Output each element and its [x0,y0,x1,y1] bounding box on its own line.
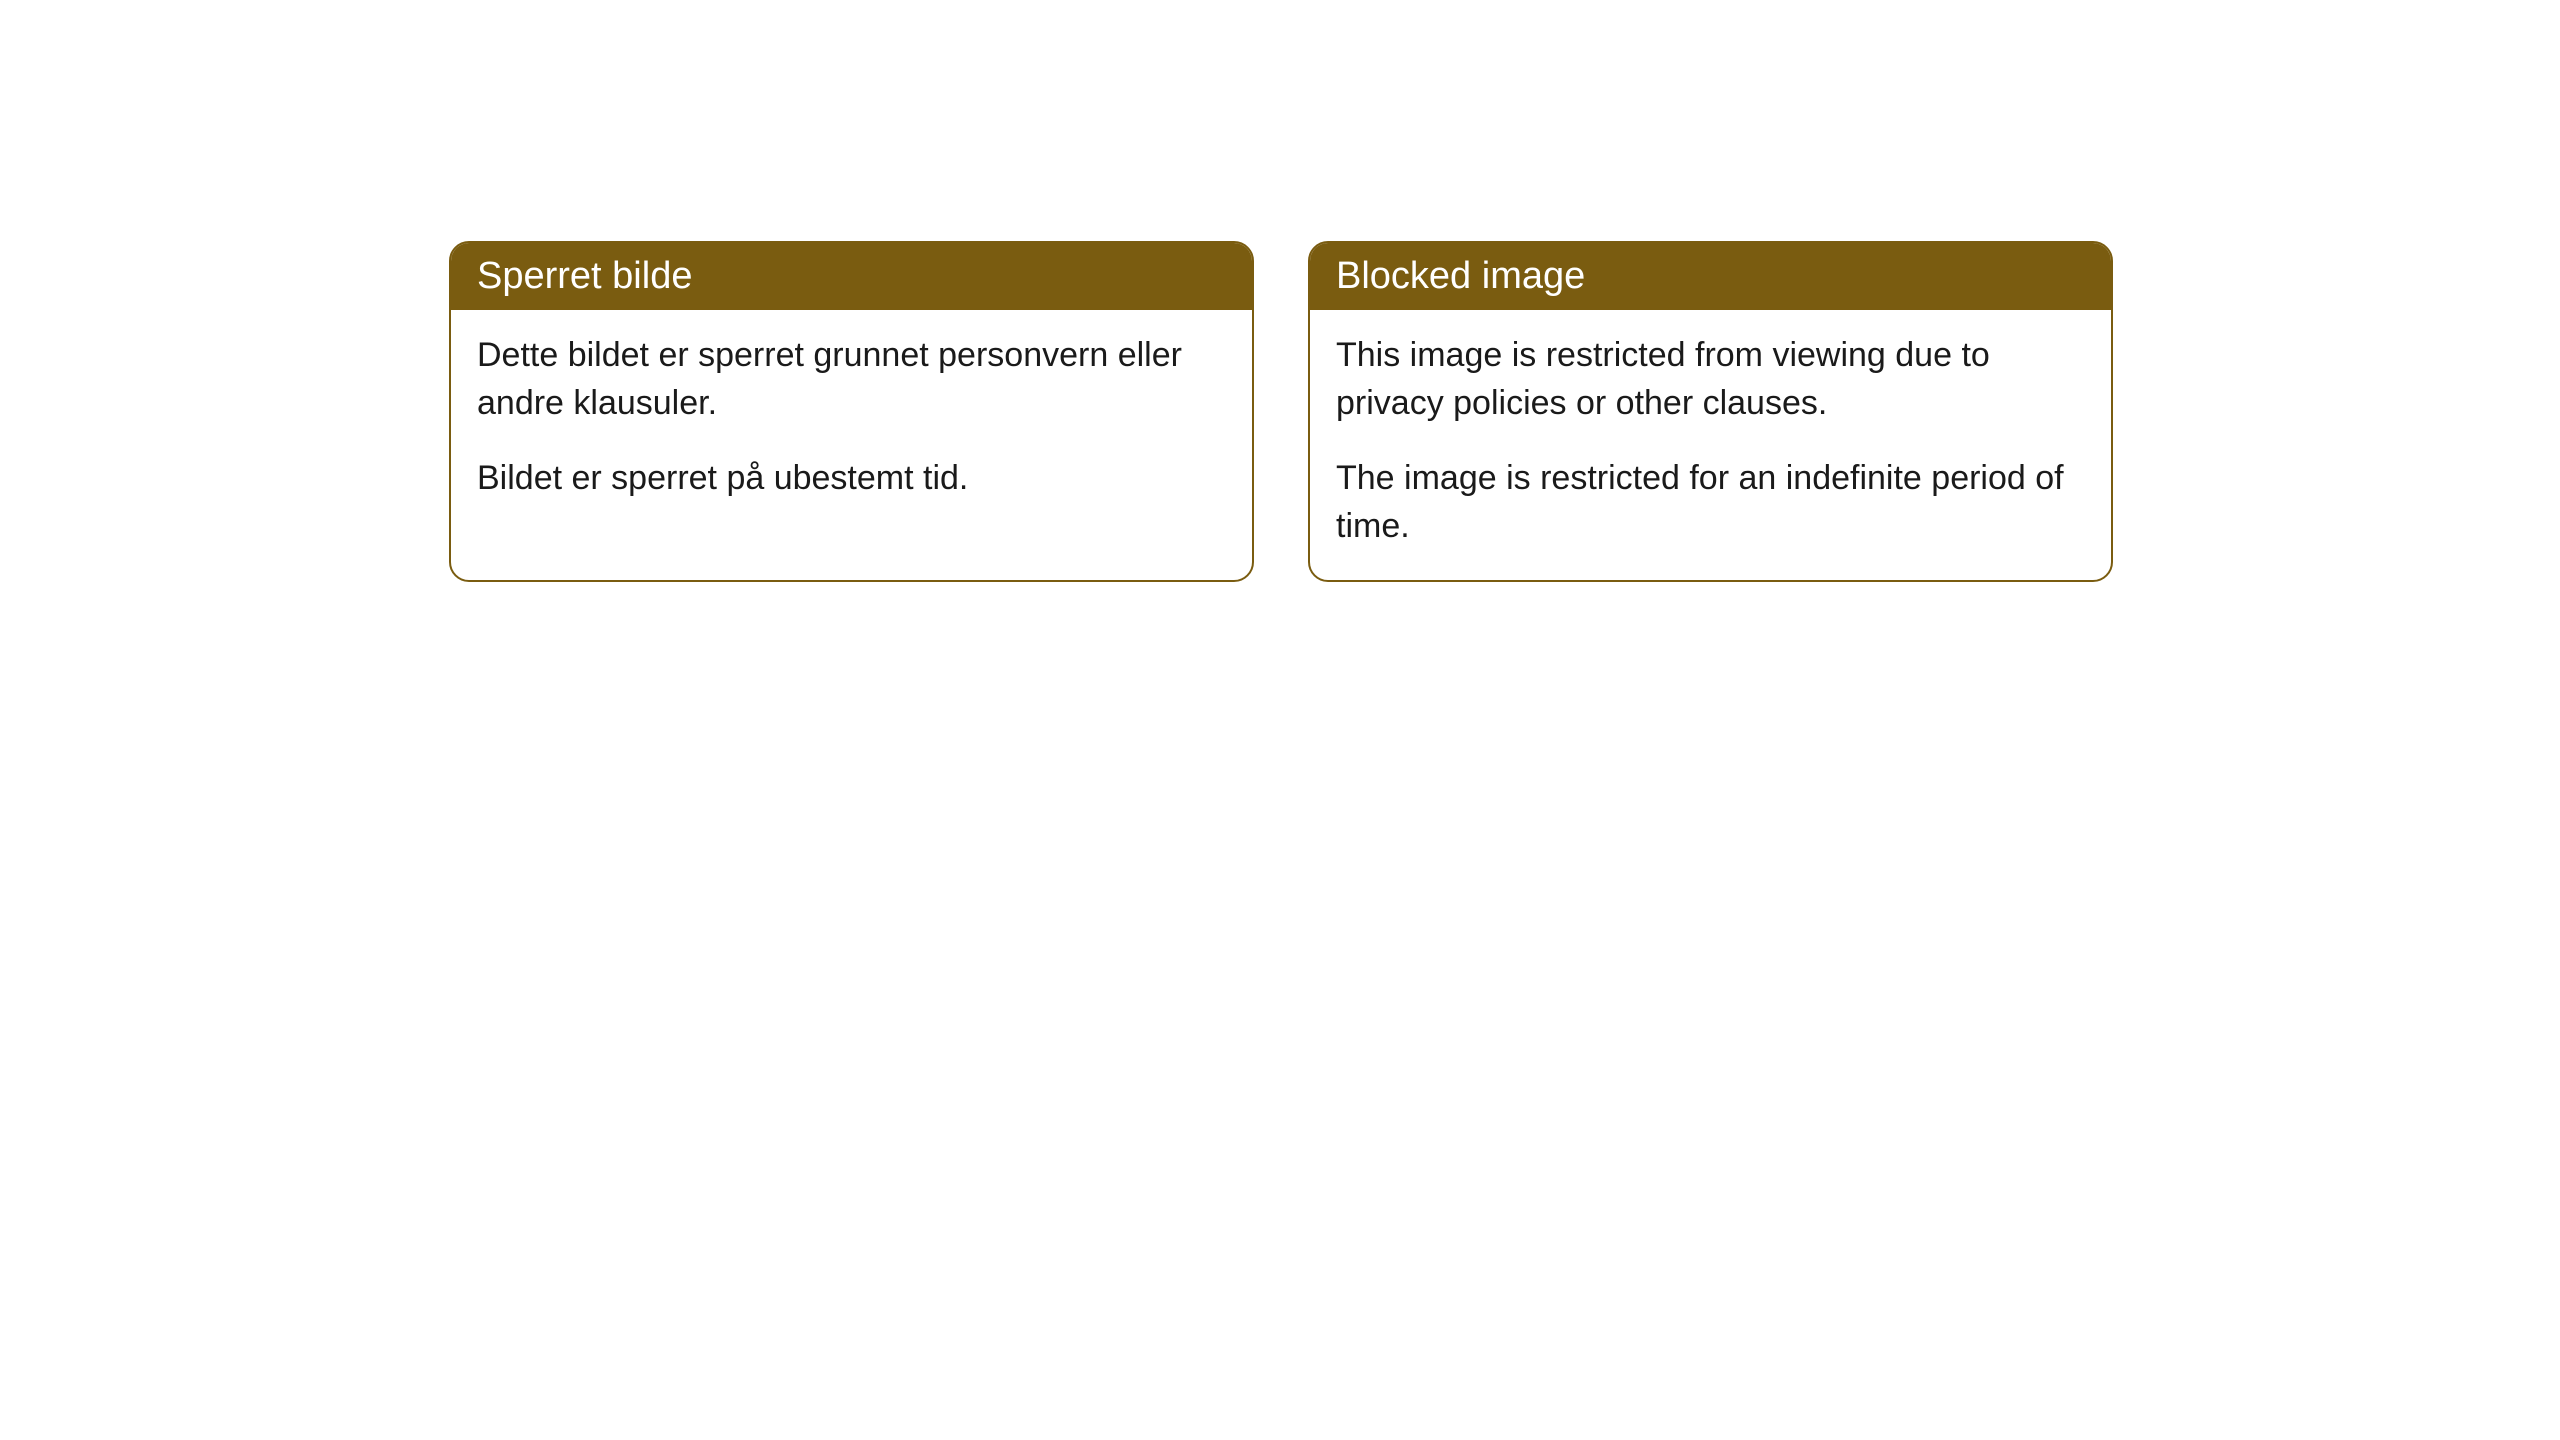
card-title: Blocked image [1336,255,1585,297]
blocked-image-card-norwegian: Sperret bilde Dette bildet er sperret gr… [449,241,1254,582]
card-paragraph-1: Dette bildet er sperret grunnet personve… [477,332,1226,427]
card-paragraph-2: The image is restricted for an indefinit… [1336,455,2085,550]
card-title: Sperret bilde [477,255,692,297]
card-body-norwegian: Dette bildet er sperret grunnet personve… [451,310,1252,533]
card-body-english: This image is restricted from viewing du… [1310,310,2111,580]
blocked-image-card-english: Blocked image This image is restricted f… [1308,241,2113,582]
card-paragraph-1: This image is restricted from viewing du… [1336,332,2085,427]
card-header-norwegian: Sperret bilde [451,243,1252,310]
card-header-english: Blocked image [1310,243,2111,310]
card-paragraph-2: Bildet er sperret på ubestemt tid. [477,455,1226,503]
notice-cards-container: Sperret bilde Dette bildet er sperret gr… [449,241,2113,582]
